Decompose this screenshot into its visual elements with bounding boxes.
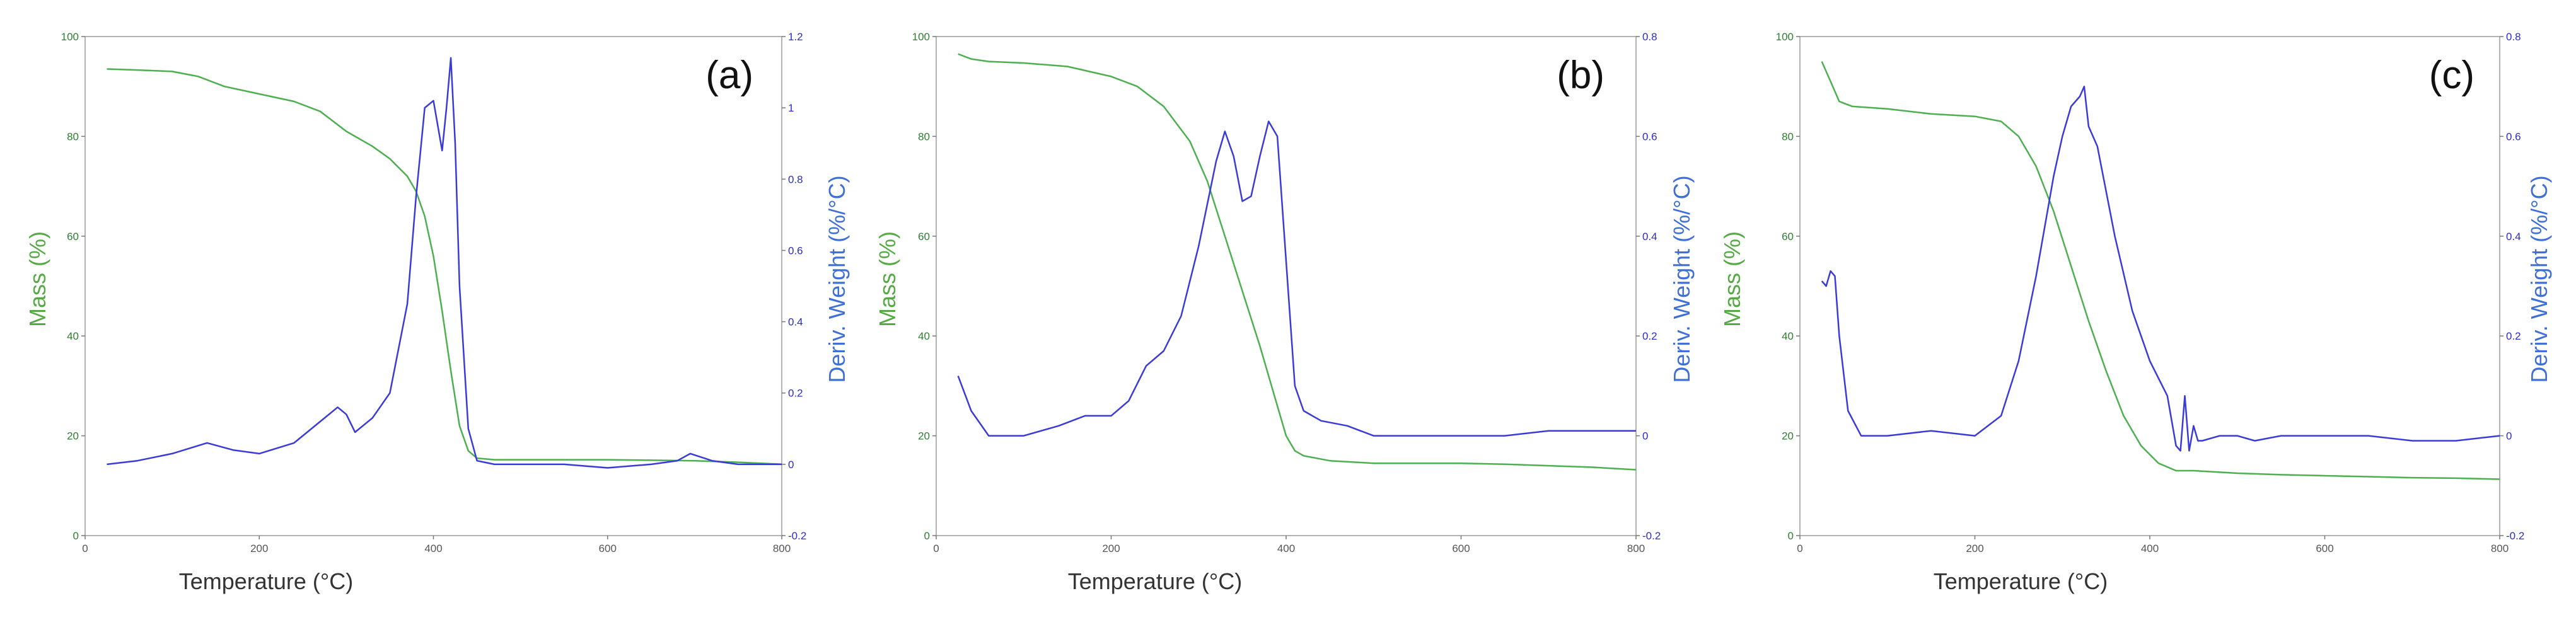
x-tick-label: 200 [1102, 543, 1120, 554]
mass-series-line [107, 68, 782, 465]
y-tick-label: 20 [67, 430, 79, 442]
deriv-weight-series-line [107, 57, 782, 469]
y-axis-label: Mass (%) [1719, 231, 1745, 327]
y2-tick-label: -0.2 [1642, 530, 1661, 542]
plot-frame [936, 36, 1637, 536]
y2-tick-label: 0.2 [2506, 330, 2521, 342]
chart-panel-b: Temperature (°C) Mass (%) Deriv. Weight … [874, 31, 1695, 594]
deriv-weight-series-line [1821, 85, 2500, 452]
y2-axis-label: Deriv. Weight (%/°C) [2526, 175, 2552, 382]
x-tick-label: 800 [1627, 543, 1645, 554]
chart-panel-a: Temperature (°C) Mass (%) Deriv. Weight … [25, 31, 850, 594]
x-tick-label: 0 [82, 543, 88, 554]
panel-label: (c) [2429, 54, 2474, 97]
y2-tick-label: 0.4 [788, 316, 803, 328]
y-tick-label: 0 [1788, 530, 1794, 542]
y2-tick-label: 0.6 [1642, 130, 1657, 142]
x-tick-label: 0 [1797, 543, 1802, 554]
deriv-weight-series-line [957, 120, 1636, 437]
x-tick-label: 0 [933, 543, 939, 554]
y-tick-label: 80 [1782, 130, 1794, 142]
y-tick-label: 100 [912, 31, 930, 43]
y2-tick-label: 0.6 [788, 244, 803, 256]
mass-series-line [958, 53, 1637, 471]
y2-axis-label: Deriv. Weight (%/°C) [824, 175, 850, 382]
y-tick-label: 20 [918, 430, 930, 442]
mass-series-line [1821, 61, 2500, 480]
y-axis-label: Mass (%) [874, 231, 900, 327]
y2-tick-label: 0.2 [1642, 330, 1657, 342]
x-tick-label: 400 [424, 543, 442, 554]
y2-tick-label: 1 [788, 102, 794, 114]
x-tick-label: 200 [1966, 543, 1983, 554]
x-tick-label: 800 [2491, 543, 2509, 554]
panel-label: (a) [705, 54, 753, 97]
y2-tick-label: 0 [1642, 430, 1648, 442]
y2-tick-label: 0 [788, 459, 794, 471]
x-tick-label: 600 [2316, 543, 2333, 554]
y2-tick-label: 0.8 [788, 173, 803, 185]
y2-tick-label: 0.4 [1642, 231, 1657, 243]
x-tick-label: 600 [1452, 543, 1470, 554]
y2-tick-label: 1.2 [788, 31, 803, 43]
y-tick-label: 100 [61, 31, 79, 43]
y-tick-label: 100 [1776, 31, 1794, 43]
y-axis-label: Mass (%) [25, 231, 50, 327]
y-tick-label: 80 [918, 130, 930, 142]
y-tick-label: 60 [1782, 231, 1794, 243]
y2-tick-label: -0.2 [788, 530, 806, 542]
y-tick-label: 40 [918, 330, 930, 342]
y-tick-label: 60 [918, 231, 930, 243]
x-axis-label: Temperature (°C) [1934, 568, 2108, 594]
y-tick-label: 60 [67, 231, 79, 243]
y-tick-label: 0 [73, 530, 79, 542]
y2-tick-label: -0.2 [2506, 530, 2524, 542]
x-axis-label: Temperature (°C) [1068, 568, 1242, 594]
y-tick-label: 0 [924, 530, 930, 542]
panel-label: (b) [1557, 54, 1604, 97]
y2-axis-label: Deriv. Weight (%/°C) [1669, 175, 1695, 382]
y-tick-label: 40 [1782, 330, 1794, 342]
y-tick-label: 20 [1782, 430, 1794, 442]
x-axis-label: Temperature (°C) [179, 568, 353, 594]
x-tick-label: 800 [773, 543, 791, 554]
x-tick-label: 400 [2141, 543, 2159, 554]
chart-panel-c: Temperature (°C) Mass (%) Deriv. Weight … [1719, 31, 2552, 594]
y2-tick-label: 0 [2506, 430, 2512, 442]
x-tick-label: 400 [1277, 543, 1295, 554]
y2-tick-label: 0.2 [788, 388, 803, 399]
y2-tick-label: 0.4 [2506, 231, 2521, 243]
x-tick-label: 600 [599, 543, 617, 554]
y2-tick-label: 0.6 [2506, 130, 2521, 142]
y-tick-label: 80 [67, 130, 79, 142]
x-tick-label: 200 [250, 543, 268, 554]
y2-tick-label: 0.8 [2506, 31, 2521, 43]
y2-tick-label: 0.8 [1642, 31, 1657, 43]
y-tick-label: 40 [67, 330, 79, 342]
